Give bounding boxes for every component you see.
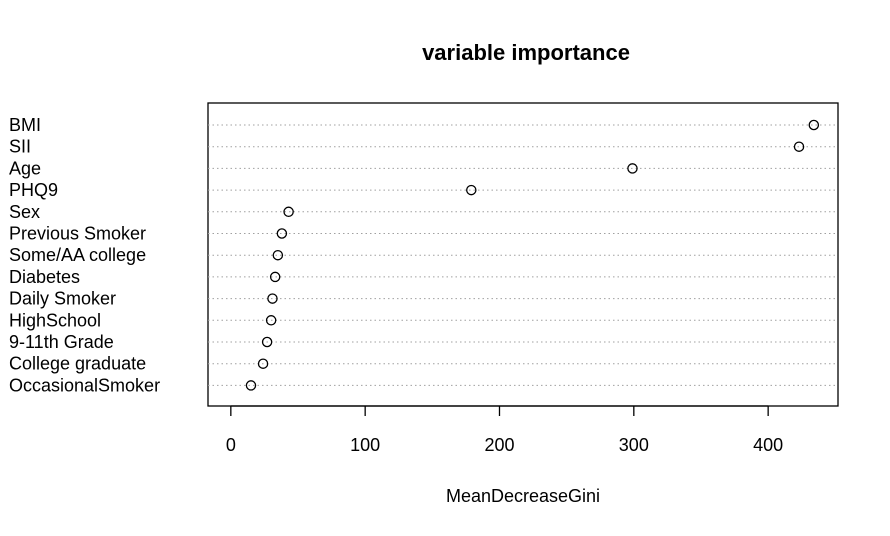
data-point: [257, 358, 269, 369]
data-point: [272, 249, 284, 261]
data-point: [627, 163, 638, 174]
x-tick-label: 100: [350, 435, 380, 455]
data-point: [283, 206, 294, 218]
data-point: [267, 293, 278, 304]
data-point: [793, 141, 805, 152]
category-label: PHQ9: [9, 180, 58, 200]
category-label: College graduate: [9, 354, 146, 374]
category-label: Sex: [9, 202, 40, 222]
category-label: OccasionalSmoker: [9, 375, 160, 395]
category-label: Some/AA college: [9, 245, 146, 265]
data-point: [265, 315, 277, 326]
category-label: SII: [9, 137, 31, 157]
chart-title: variable importance: [422, 40, 630, 65]
category-label: 9-11th Grade: [9, 332, 114, 352]
x-tick-label: 200: [484, 435, 514, 455]
data-point: [466, 184, 477, 196]
category-label: Previous Smoker: [9, 224, 146, 244]
data-point: [245, 380, 257, 391]
category-label: HighSchool: [9, 310, 101, 330]
data-point: [269, 271, 281, 283]
data-point: [808, 119, 820, 131]
category-label: BMI: [9, 115, 41, 135]
data-points: [245, 119, 820, 391]
guide-lines: [208, 124, 838, 386]
data-point: [261, 336, 273, 348]
x-axis: 0 100 200 300 400: [226, 405, 783, 455]
category-label: Age: [9, 158, 41, 178]
plot-frame: [207, 102, 839, 407]
x-axis-title: MeanDecreaseGini: [446, 486, 600, 506]
data-point: [276, 228, 288, 239]
x-tick-label: 400: [753, 435, 783, 455]
category-label: Diabetes: [9, 267, 80, 287]
x-tick-label: 0: [226, 435, 236, 455]
x-tick-label: 300: [619, 435, 649, 455]
category-label: Daily Smoker: [9, 289, 116, 309]
